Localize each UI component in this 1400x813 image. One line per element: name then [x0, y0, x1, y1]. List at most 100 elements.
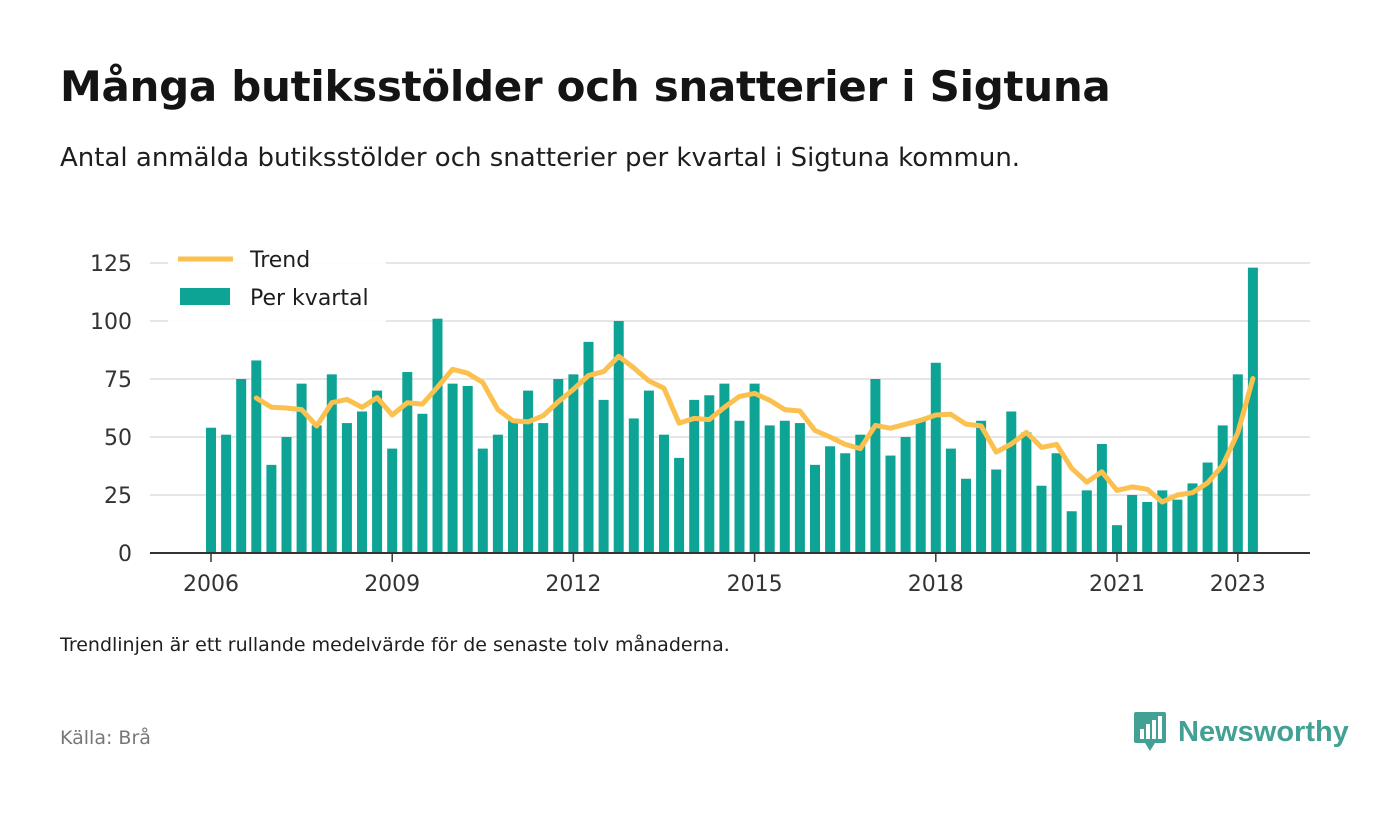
bar — [387, 448, 398, 553]
legend-bar-swatch — [180, 288, 230, 305]
bar — [1217, 425, 1228, 553]
bar — [1187, 483, 1198, 553]
x-axis: 2006 2009 2012 2015 2018 2021 2023 — [150, 552, 1310, 597]
y-tick-label: 50 — [104, 426, 132, 451]
bar — [281, 437, 292, 553]
bar — [1247, 267, 1258, 553]
bar — [976, 420, 987, 553]
bar — [236, 379, 247, 553]
bar — [915, 420, 926, 553]
bar — [417, 413, 428, 553]
legend-trend-label: Trend — [249, 248, 310, 273]
bar — [447, 383, 458, 553]
x-tick-label: 2006 — [183, 572, 239, 597]
bar — [1112, 525, 1122, 553]
bar — [794, 423, 805, 553]
brand-name: Newsworthy — [1178, 715, 1349, 748]
bar — [341, 423, 352, 553]
bar — [613, 321, 624, 553]
bar — [251, 360, 262, 553]
bar — [568, 374, 579, 553]
bar — [855, 434, 866, 553]
bar — [885, 455, 896, 553]
bar — [311, 425, 322, 553]
bar — [477, 448, 488, 553]
bar — [402, 372, 413, 553]
bar — [357, 411, 367, 553]
bar — [961, 478, 971, 553]
bar — [991, 469, 1002, 553]
bar — [643, 390, 654, 553]
trend-line — [253, 353, 1256, 505]
bar — [1066, 511, 1077, 553]
bar — [689, 399, 700, 553]
bar — [900, 437, 911, 553]
legend: Trend Per kvartal — [168, 242, 386, 322]
bar — [1232, 374, 1243, 553]
x-tick-label: 2021 — [1089, 572, 1145, 597]
x-tick-label: 2012 — [545, 572, 601, 597]
x-tick-label: 2009 — [364, 572, 420, 597]
bar — [628, 418, 639, 553]
bar — [810, 464, 820, 553]
newsworthy-chart-bubble-icon — [1134, 712, 1166, 751]
bar — [1021, 432, 1032, 553]
bar — [523, 390, 534, 553]
bar — [583, 341, 594, 553]
bar — [598, 399, 609, 553]
bar — [492, 434, 503, 553]
bar — [1202, 462, 1213, 553]
trend-series — [253, 353, 1256, 505]
bar — [372, 390, 383, 553]
bar — [296, 383, 307, 553]
x-tick-label: 2018 — [908, 572, 964, 597]
bar — [1142, 501, 1153, 553]
bar — [221, 434, 232, 553]
x-tick-label: 2015 — [727, 572, 783, 597]
bar — [538, 423, 549, 553]
bar — [659, 434, 669, 553]
x-tick-label: 2023 — [1210, 572, 1266, 597]
bar — [734, 420, 745, 553]
bar — [779, 420, 790, 553]
bar — [1157, 490, 1168, 553]
bar — [825, 446, 836, 553]
bar — [1096, 443, 1107, 553]
bar — [1051, 453, 1062, 553]
y-tick-label: 100 — [90, 310, 132, 335]
legend-background — [168, 242, 386, 322]
bar — [206, 427, 216, 553]
bar — [945, 448, 956, 553]
newsworthy-logo[interactable]: Newsworthy — [1133, 710, 1349, 754]
bar-series — [206, 267, 1258, 553]
bar — [508, 420, 518, 553]
y-axis-ticks: 0 25 50 75 100 125 — [90, 252, 132, 567]
bar — [266, 464, 277, 553]
bar — [930, 362, 941, 553]
bar — [870, 379, 881, 553]
legend-bar-label: Per kvartal — [250, 286, 369, 311]
chart-title: Många butiksstölder och snatterier i Sig… — [60, 62, 1111, 111]
footnote: Trendlinjen är ett rullande medelvärde f… — [60, 634, 730, 656]
bar — [1127, 495, 1138, 553]
bar — [1006, 411, 1017, 553]
bar — [326, 374, 337, 553]
bar — [764, 425, 775, 553]
bar — [1081, 490, 1092, 553]
y-tick-label: 125 — [90, 252, 132, 277]
chart-subtitle: Antal anmälda butiksstölder och snatteri… — [60, 143, 1021, 173]
bar — [749, 383, 760, 553]
bar — [674, 457, 685, 553]
bar — [1172, 499, 1183, 553]
y-tick-label: 25 — [104, 484, 132, 509]
source-credit: Källa: Brå — [60, 727, 151, 749]
y-tick-label: 75 — [104, 368, 132, 393]
bar — [432, 318, 443, 553]
bar — [704, 395, 715, 553]
bar — [462, 385, 473, 553]
y-tick-label: 0 — [118, 542, 132, 567]
bar — [553, 379, 564, 553]
bar — [1036, 485, 1047, 553]
bar — [719, 383, 730, 553]
